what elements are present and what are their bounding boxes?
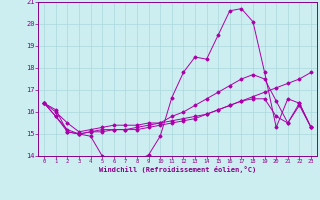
X-axis label: Windchill (Refroidissement éolien,°C): Windchill (Refroidissement éolien,°C) <box>99 166 256 173</box>
